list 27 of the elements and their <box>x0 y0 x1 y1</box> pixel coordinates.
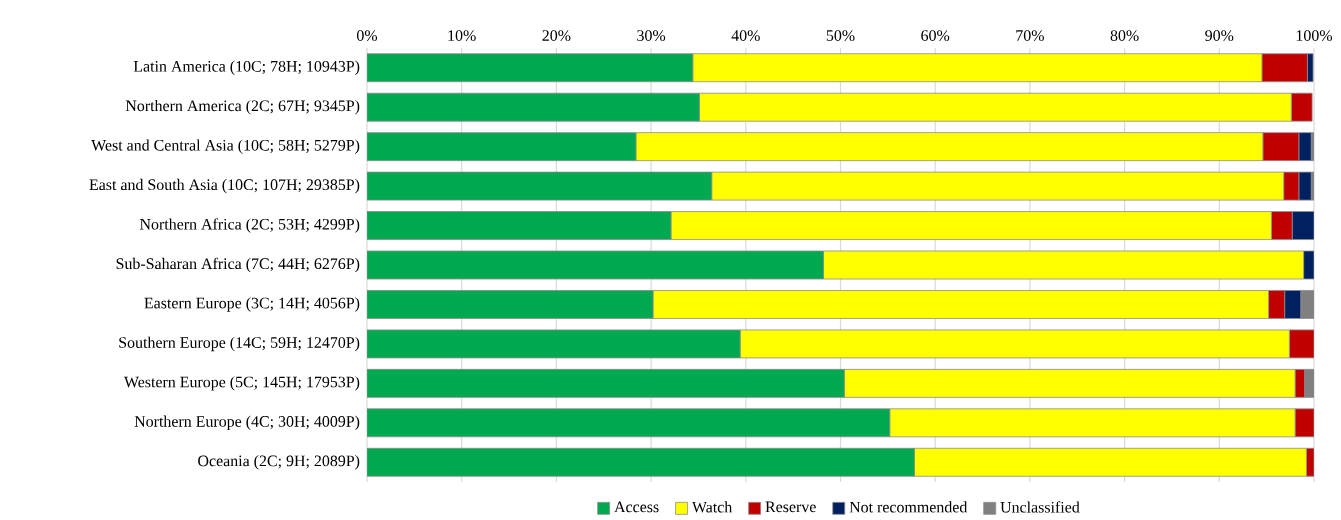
x-tick-label: 80% <box>1110 30 1139 41</box>
y-tick-label: Northern America (2C; 67H; 9345P) <box>125 99 360 115</box>
x-tick-label: 20% <box>542 30 571 41</box>
y-tick-label: Northern Europe (4C; 30H; 4009P) <box>134 415 360 431</box>
y-tick-label: Sub-Saharan Africa (7C; 44H; 6276P) <box>116 257 360 273</box>
y-tick-label: Latin America (10C; 78H; 10943P) <box>133 60 360 75</box>
y-tick-label: Oceania (2C; 9H; 2089P) <box>198 455 360 470</box>
x-tick-label: 70% <box>1016 30 1044 41</box>
x-tick-label: 40% <box>731 30 760 41</box>
y-tick-label: Eastern Europe (3C; 14H; 4056P) <box>144 297 360 312</box>
x-tick-label: 30% <box>637 30 666 41</box>
x-tick-label: 60% <box>921 30 950 41</box>
legend-label: Access <box>614 501 659 513</box>
x-tick-label: 100% <box>1296 30 1333 41</box>
y-tick-label: Northern Africa (2C; 53H; 4299P) <box>139 218 360 233</box>
legend-label: Reserve <box>765 501 816 513</box>
x-tick-label: 10% <box>448 30 476 41</box>
y-tick-label: Western Europe (5C; 145H; 17953P) <box>123 376 360 391</box>
legend-label: Watch <box>691 501 733 513</box>
y-tick-label: East and South Asia (10C; 107H; 29385P) <box>89 178 360 194</box>
x-tick-label: 0% <box>356 30 378 41</box>
y-tick-label: Southern Europe (14C; 59H; 12470P) <box>119 336 360 352</box>
y-tick-label: West and Central Asia (10C; 58H; 5279P) <box>91 139 360 154</box>
x-tick-label: 90% <box>1205 30 1234 41</box>
legend-label: Unclassified <box>1000 501 1080 513</box>
x-tick-label: 50% <box>826 30 855 41</box>
legend-label: Not recommended <box>849 501 968 513</box>
